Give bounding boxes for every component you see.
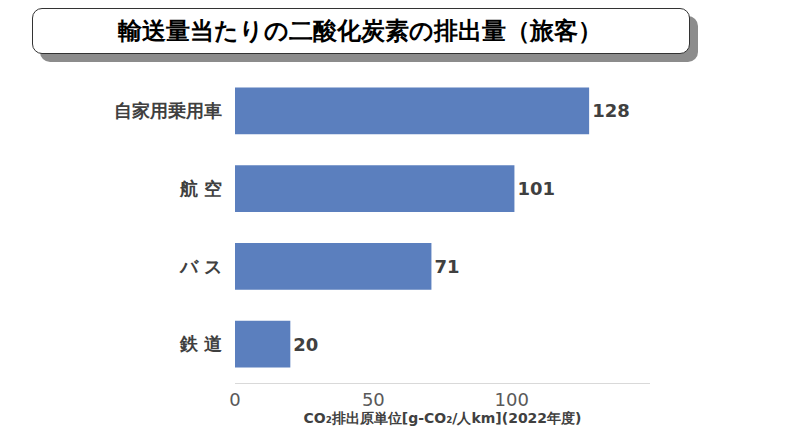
svg-text:鉄 道: 鉄 道 xyxy=(179,333,222,354)
svg-text:航 空: 航 空 xyxy=(179,178,222,199)
svg-text:71: 71 xyxy=(434,256,459,277)
svg-text:自家用乗用車: 自家用乗用車 xyxy=(114,100,222,121)
svg-text:50: 50 xyxy=(362,389,385,410)
svg-text:CO₂排出原単位[g-CO₂/人km](2022年度): CO₂排出原単位[g-CO₂/人km](2022年度) xyxy=(303,410,581,426)
svg-text:20: 20 xyxy=(293,334,318,355)
svg-text:101: 101 xyxy=(517,178,555,199)
svg-text:128: 128 xyxy=(592,100,630,121)
svg-text:0: 0 xyxy=(229,389,240,410)
svg-text:バ ス: バ ス xyxy=(179,256,222,277)
svg-text:100: 100 xyxy=(494,389,528,410)
svg-text:輸送量当たりの二酸化炭素の排出量（旅客）: 輸送量当たりの二酸化炭素の排出量（旅客） xyxy=(117,17,602,45)
